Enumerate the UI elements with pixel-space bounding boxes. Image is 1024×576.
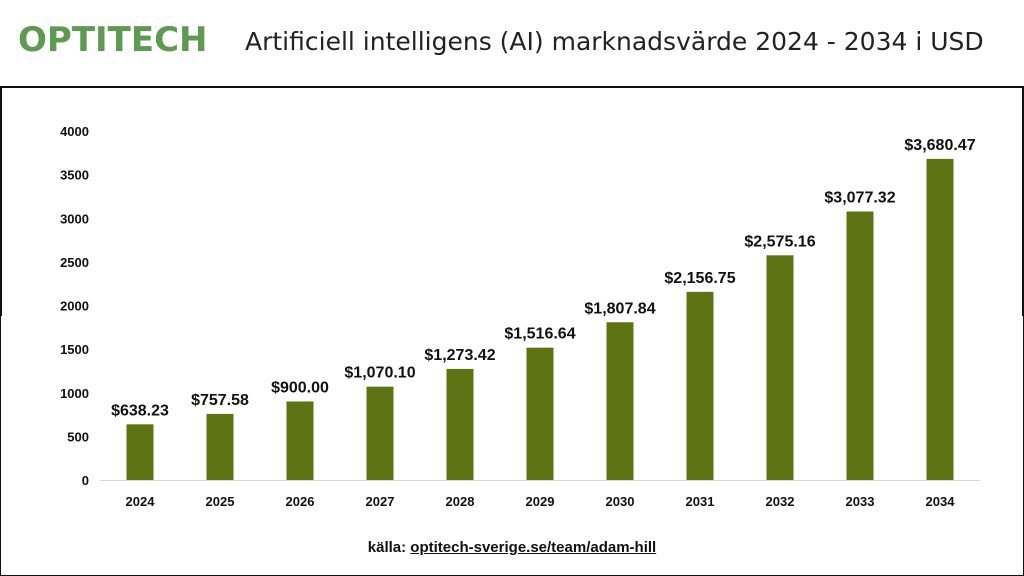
data-label: $3,077.32: [824, 190, 895, 207]
data-label: $3,680.47: [904, 137, 975, 154]
bar: [766, 255, 794, 480]
y-tick-label: 1000: [60, 386, 89, 401]
x-tick-label: 2026: [286, 494, 315, 509]
logo: OPTITECH: [18, 20, 208, 60]
x-tick-label: 2027: [366, 494, 395, 509]
y-tick-label: 4000: [60, 124, 89, 139]
x-tick-label: 2034: [926, 494, 956, 509]
x-tick-label: 2030: [606, 494, 635, 509]
y-tick-label: 3500: [60, 168, 89, 183]
y-tick-label: 2000: [60, 299, 89, 314]
bar: [606, 322, 634, 480]
x-tick-label: 2032: [766, 494, 795, 509]
data-label: $900.00: [271, 379, 329, 396]
x-tick-label: 2029: [526, 494, 555, 509]
data-label: $638.23: [111, 402, 169, 419]
x-tick-label: 2031: [686, 494, 715, 509]
x-tick-label: 2025: [206, 494, 235, 509]
data-label: $1,273.42: [424, 347, 495, 364]
y-tick-label: 2500: [60, 255, 89, 270]
bar: [926, 158, 954, 480]
bar: [286, 401, 314, 480]
bar: [446, 368, 474, 480]
source-link[interactable]: optitech-sverige.se/team/adam-hill: [410, 539, 657, 556]
x-tick-label: 2033: [846, 494, 875, 509]
y-tick-label: 500: [67, 429, 89, 444]
x-tick-label: 2024: [126, 494, 156, 509]
bar: [686, 291, 714, 480]
y-tick-label: 1500: [60, 342, 89, 357]
data-label: $1,070.10: [344, 365, 415, 382]
bar: [366, 386, 394, 480]
bar: [846, 211, 874, 480]
y-tick-label: 3000: [60, 211, 89, 226]
header: OPTITECH Artificiell intelligens (AI) ma…: [0, 0, 1024, 88]
y-tick-label: 0: [82, 473, 89, 488]
source-prefix: källa:: [367, 539, 407, 556]
data-label: $1,516.64: [504, 326, 575, 343]
right-border: [1022, 86, 1024, 316]
data-label: $2,575.16: [744, 233, 815, 250]
chart-title: Artificiell intelligens (AI) marknadsvär…: [245, 27, 984, 56]
x-tick-label: 2028: [446, 494, 475, 509]
bar: [526, 347, 554, 480]
bar: [206, 413, 234, 480]
data-label: $757.58: [191, 392, 249, 409]
bar: [126, 424, 154, 480]
left-border: [0, 86, 2, 316]
data-label: $1,807.84: [584, 300, 655, 317]
source-note: källa: optitech-sverige.se/team/adam-hil…: [0, 539, 1024, 556]
data-label: $2,156.75: [664, 270, 735, 287]
